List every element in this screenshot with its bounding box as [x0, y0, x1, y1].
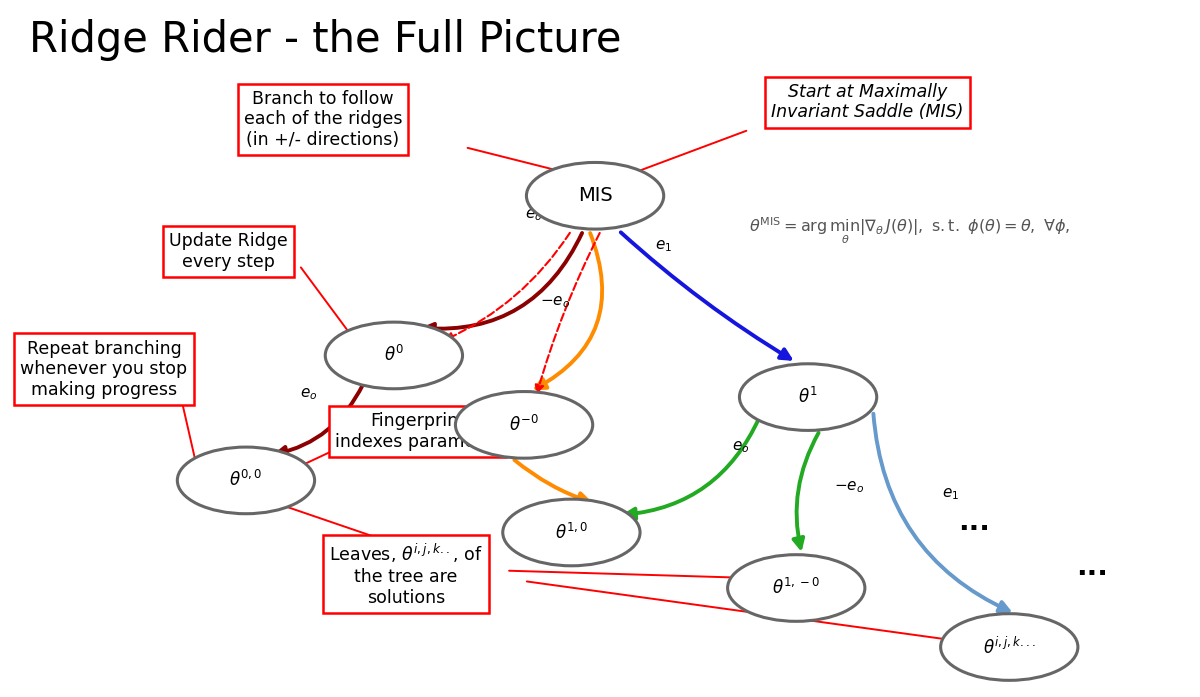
Ellipse shape [503, 499, 640, 566]
Text: $\theta^0$: $\theta^0$ [384, 346, 404, 365]
Ellipse shape [727, 555, 865, 621]
Text: Fingerprint
indexes parameter: Fingerprint indexes parameter [335, 413, 500, 451]
Text: $\theta^{0,0}$: $\theta^{0,0}$ [229, 470, 263, 491]
FancyArrowPatch shape [535, 233, 600, 392]
FancyArrowPatch shape [277, 384, 364, 457]
Text: $e_o$: $e_o$ [732, 439, 749, 455]
Ellipse shape [941, 613, 1078, 680]
Text: $e_o$: $e_o$ [524, 208, 542, 223]
FancyArrowPatch shape [446, 233, 570, 340]
Text: ...: ... [958, 508, 990, 536]
Text: $\theta^{\mathrm{MIS}} = \arg\min_{\theta}|\nabla_{\theta} J(\theta)|,\ \mathrm{: $\theta^{\mathrm{MIS}} = \arg\min_{\thet… [749, 215, 1070, 245]
FancyArrowPatch shape [620, 232, 790, 359]
Text: $e_o$: $e_o$ [300, 386, 317, 402]
Ellipse shape [527, 162, 664, 229]
FancyArrowPatch shape [793, 433, 818, 548]
Text: $\theta^{1,-0}$: $\theta^{1,-0}$ [773, 578, 820, 598]
Text: $e_1$: $e_1$ [655, 238, 672, 254]
Text: $e_1$: $e_1$ [942, 487, 959, 502]
FancyArrowPatch shape [536, 233, 602, 388]
Text: $\theta^1$: $\theta^1$ [798, 387, 818, 407]
Text: Leaves, $\theta^{i,j,k..}$, of
the tree are
solutions: Leaves, $\theta^{i,j,k..}$, of the tree … [329, 542, 482, 606]
Text: $\theta^{i,j,k...}$: $\theta^{i,j,k...}$ [983, 636, 1036, 657]
Text: $\theta^{-0}$: $\theta^{-0}$ [509, 415, 539, 435]
Text: $-e_o$: $-e_o$ [540, 294, 570, 310]
Text: $\theta^{1,0}$: $\theta^{1,0}$ [554, 523, 588, 542]
Ellipse shape [739, 364, 877, 431]
Text: Update Ridge
every step: Update Ridge every step [169, 232, 288, 270]
Ellipse shape [178, 447, 314, 514]
Ellipse shape [456, 392, 593, 458]
FancyArrowPatch shape [425, 233, 582, 334]
Ellipse shape [325, 322, 462, 389]
FancyArrowPatch shape [626, 417, 760, 519]
FancyArrowPatch shape [515, 460, 588, 503]
Text: ...: ... [1076, 553, 1108, 581]
FancyArrowPatch shape [874, 414, 1009, 611]
Text: $-e_o$: $-e_o$ [834, 480, 864, 495]
Text: Branch to follow
each of the ridges
(in +/- directions): Branch to follow each of the ridges (in … [244, 90, 402, 149]
Text: Ridge Rider - the Full Picture: Ridge Rider - the Full Picture [30, 19, 622, 61]
Text: MIS: MIS [577, 186, 612, 206]
Text: Repeat branching
whenever you stop
making progress: Repeat branching whenever you stop makin… [20, 339, 187, 399]
Text: Start at Maximally
Invariant Saddle (MIS): Start at Maximally Invariant Saddle (MIS… [772, 83, 964, 121]
